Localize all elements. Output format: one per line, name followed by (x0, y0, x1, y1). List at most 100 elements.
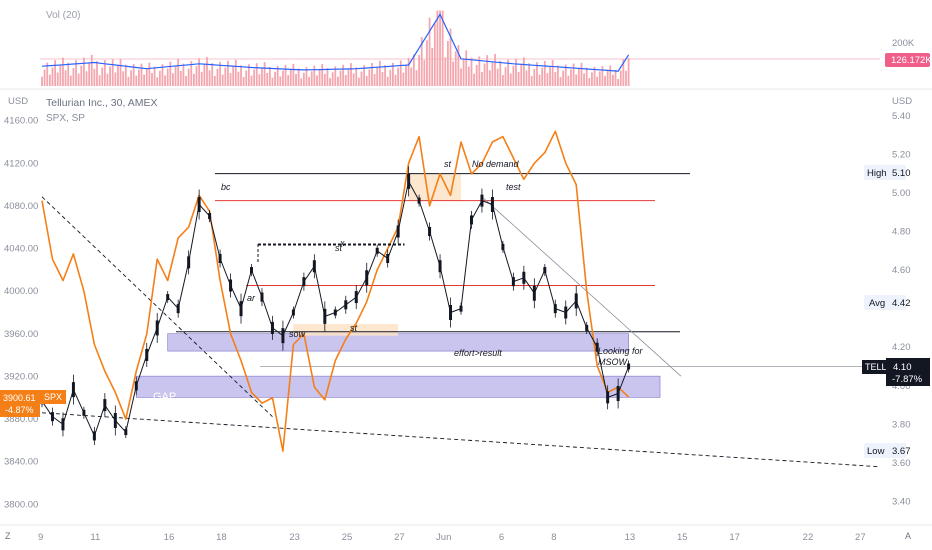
left-tick-8: 4120.00 (4, 158, 38, 169)
volume-bar-145 (420, 37, 423, 86)
volume-bar-20 (93, 68, 96, 86)
volume-bar-203 (572, 63, 575, 86)
volume-bar-150 (433, 23, 436, 86)
volume-bar-123 (363, 65, 366, 86)
right-tick-9: 5.20 (892, 149, 911, 160)
volume-bar-5 (54, 60, 56, 86)
volume-bar-36 (135, 75, 138, 86)
volume-bar-151 (436, 10, 439, 87)
volume-bar-223 (625, 70, 627, 86)
volume-bar-89 (274, 71, 276, 86)
volume-bar-191 (541, 67, 544, 86)
volume-bar-210 (591, 72, 593, 86)
volume-bar-56 (187, 68, 190, 86)
volume-bar-216 (606, 70, 609, 86)
volume-bar-154 (444, 57, 447, 86)
volume-bar-46 (161, 64, 164, 86)
time-axis-ticks[interactable]: 9 11 16 18 23 25 27 Jun 6 8 13 15 17 22 27 (38, 532, 866, 543)
volume-bar-4 (51, 67, 54, 86)
annotation-effort-result: effort>result (454, 348, 502, 358)
volume-bar-72 (229, 73, 232, 86)
volume-bar-174 (496, 68, 499, 86)
volume-bar-38 (140, 63, 143, 86)
volume-bar-67 (216, 68, 219, 86)
volume-bar-50 (172, 73, 174, 86)
volume-bar-143 (415, 70, 418, 86)
volume-bar-63 (206, 57, 208, 86)
volume-bar-33 (127, 76, 130, 86)
volume-bar-71 (227, 60, 229, 86)
volume-bar-125 (368, 69, 371, 86)
x-tick-10: 13 (625, 532, 636, 543)
volume-bar-3 (48, 74, 51, 86)
volume-bar-108 (323, 73, 326, 86)
right-tick-3: 4.00 (892, 381, 911, 392)
volume-bar-120 (355, 67, 358, 86)
left-tick-3: 3920.00 (4, 371, 38, 382)
volume-bar-211 (593, 66, 596, 86)
volume-bar-86 (266, 72, 269, 86)
volume-bar-1 (43, 69, 46, 86)
volume-bar-102 (308, 76, 311, 86)
volume-bar-112 (334, 66, 337, 86)
volume-bar-55 (185, 76, 187, 86)
volume-bar-110 (329, 78, 331, 86)
volume-bar-218 (611, 74, 614, 86)
volume-bar-58 (192, 73, 195, 86)
volume-bar-224 (627, 57, 630, 86)
high-badge-value: 5.10 (892, 168, 911, 179)
x-tick-4: 23 (289, 532, 300, 543)
volume-bar-94 (287, 75, 290, 86)
volume-bar-49 (169, 61, 172, 86)
volume-bar-100 (302, 72, 305, 86)
volume-bar-23 (101, 67, 104, 86)
volume-bar-98 (297, 68, 300, 86)
volume-bar-19 (90, 54, 93, 86)
volume-bar-34 (130, 70, 132, 86)
volume-bars (41, 10, 630, 87)
auto-scale-toggle[interactable]: A (905, 531, 912, 541)
tell-change-text: -7.87% (892, 374, 923, 385)
right-tick-1: 3.60 (892, 458, 911, 469)
volume-bar-205 (577, 68, 580, 86)
left-axis-ticks: 3800.00 3840.00 3880.00 3920.00 3960.00 4000.… (4, 116, 38, 511)
log-scale-toggle[interactable]: Z (5, 531, 11, 541)
volume-bar-208 (585, 67, 588, 86)
x-tick-1: 11 (90, 532, 100, 543)
volume-bar-127 (373, 73, 376, 86)
volume-bar-80 (250, 75, 253, 86)
compare-symbol[interactable]: SPX, SP (46, 113, 85, 124)
volume-bar-172 (491, 62, 494, 86)
volume-bar-153 (441, 10, 444, 87)
volume-bar-146 (423, 60, 426, 86)
symbol-title[interactable]: Tellurian Inc., 30, AMEX (46, 97, 157, 109)
spx-symbol-badge (40, 390, 66, 404)
volume-bar-84 (261, 68, 263, 86)
volume-bar-165 (473, 73, 475, 86)
volume-bar-128 (376, 67, 379, 86)
volume-bar-201 (567, 75, 570, 86)
volume-bar-60 (198, 58, 201, 86)
volume-bar-217 (609, 65, 612, 86)
volume-bar-8 (62, 57, 64, 86)
volume-bar-31 (122, 71, 125, 86)
right-tick-4: 4.20 (892, 342, 911, 353)
volume-bar-119 (352, 73, 355, 86)
x-tick-0: 9 (38, 532, 43, 543)
annotation-st-mid: st (350, 323, 358, 333)
volume-panel: Vol (20) 200K 126.172K (0, 10, 932, 90)
volume-bar-16 (83, 57, 85, 86)
volume-bar-179 (509, 73, 512, 86)
tell-symbol-text: TELL (865, 362, 887, 372)
volume-bar-161 (462, 59, 465, 86)
volume-bar-152 (439, 10, 441, 87)
right-tick-10: 5.40 (892, 111, 911, 122)
volume-bar-144 (418, 55, 420, 86)
volume-bar-41 (148, 62, 151, 86)
volume-bar-104 (313, 65, 316, 86)
volume-bar-195 (551, 60, 554, 86)
volume-bar-198 (559, 77, 562, 86)
volume-bar-222 (622, 59, 625, 86)
x-tick-2: 16 (164, 532, 175, 543)
